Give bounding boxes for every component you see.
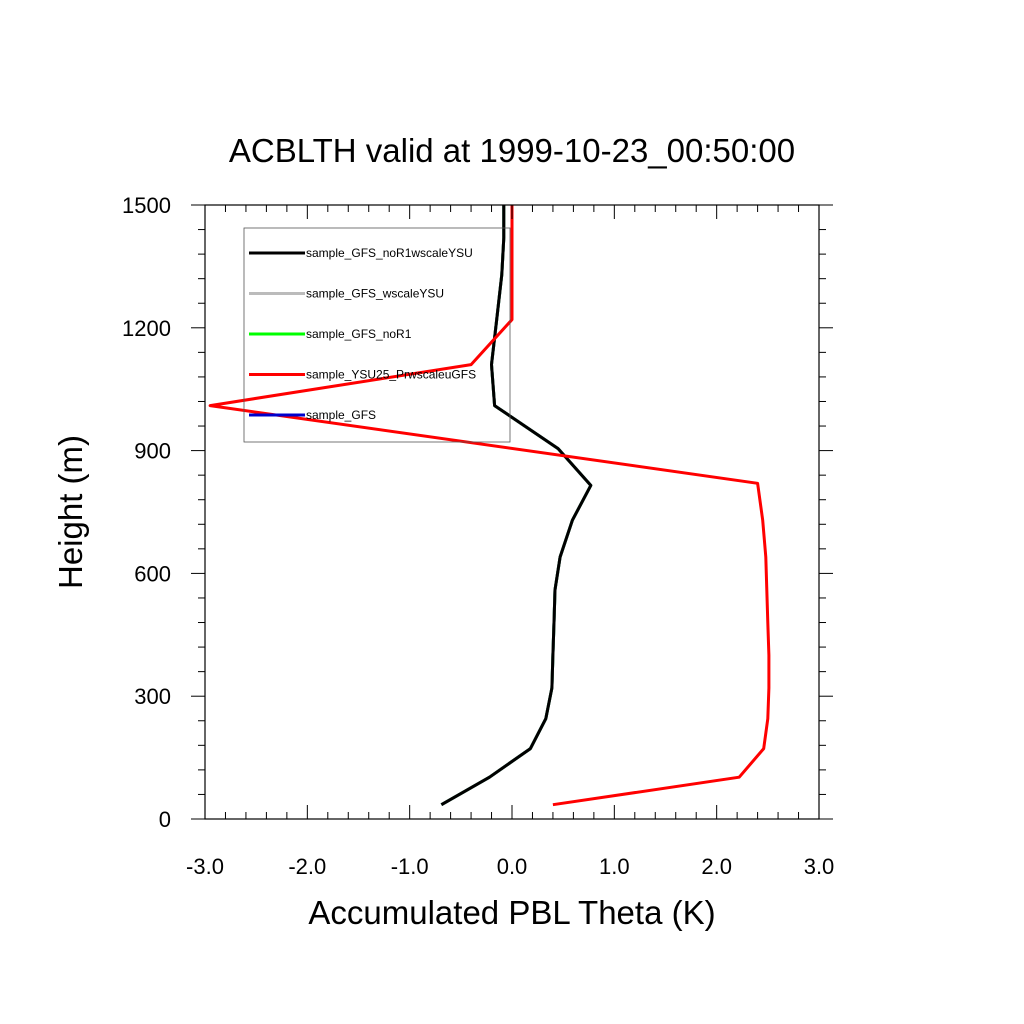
y-axis-title: Height (m)	[52, 435, 89, 589]
legend-label: sample_GFS_noR1	[306, 327, 412, 341]
legend-items: sample_GFS_noR1wscaleYSU sample_GFS_wscal…	[249, 246, 476, 422]
x-tick-label: -3.0	[186, 854, 224, 879]
series-line	[440, 205, 593, 807]
y-tick-label: 600	[134, 561, 171, 586]
y-tick-label: 1200	[122, 316, 171, 341]
y-tick-labels: 0 300 600 900 1200 1500	[122, 193, 171, 832]
x-tick-label: 1.0	[599, 854, 630, 879]
series-line	[440, 205, 593, 807]
x-tick-label: 2.0	[701, 854, 732, 879]
x-tick-label: -1.0	[391, 854, 429, 879]
x-tick-label: 3.0	[804, 854, 835, 879]
y-tick-label: 1500	[122, 193, 171, 218]
series-line	[208, 205, 771, 807]
y-tick-label: 900	[134, 439, 171, 464]
legend-label: sample_GFS_wscaleYSU	[306, 287, 444, 301]
legend-label: sample_YSU25_PrwscaleuGFS	[306, 368, 476, 382]
series-line	[440, 205, 593, 807]
ticks-layer	[191, 204, 833, 820]
legend-label: sample_GFS	[306, 408, 376, 422]
x-tick-labels: -3.0 -2.0 -1.0 0.0 1.0 2.0 3.0	[186, 854, 834, 879]
x-tick-label: -2.0	[288, 854, 326, 879]
series-layer	[208, 205, 771, 807]
series-line	[440, 205, 593, 807]
x-axis-title: Accumulated PBL Theta (K)	[308, 894, 715, 931]
chart-title: ACBLTH valid at 1999-10-23_00:50:00	[229, 132, 795, 169]
legend: sample_GFS_noR1wscaleYSU sample_GFS_wscal…	[243, 227, 511, 443]
y-tick-label: 300	[134, 684, 171, 709]
x-tick-label: 0.0	[497, 854, 528, 879]
y-tick-label: 0	[159, 807, 171, 832]
legend-box	[243, 227, 511, 443]
legend-label: sample_GFS_noR1wscaleYSU	[306, 246, 473, 260]
